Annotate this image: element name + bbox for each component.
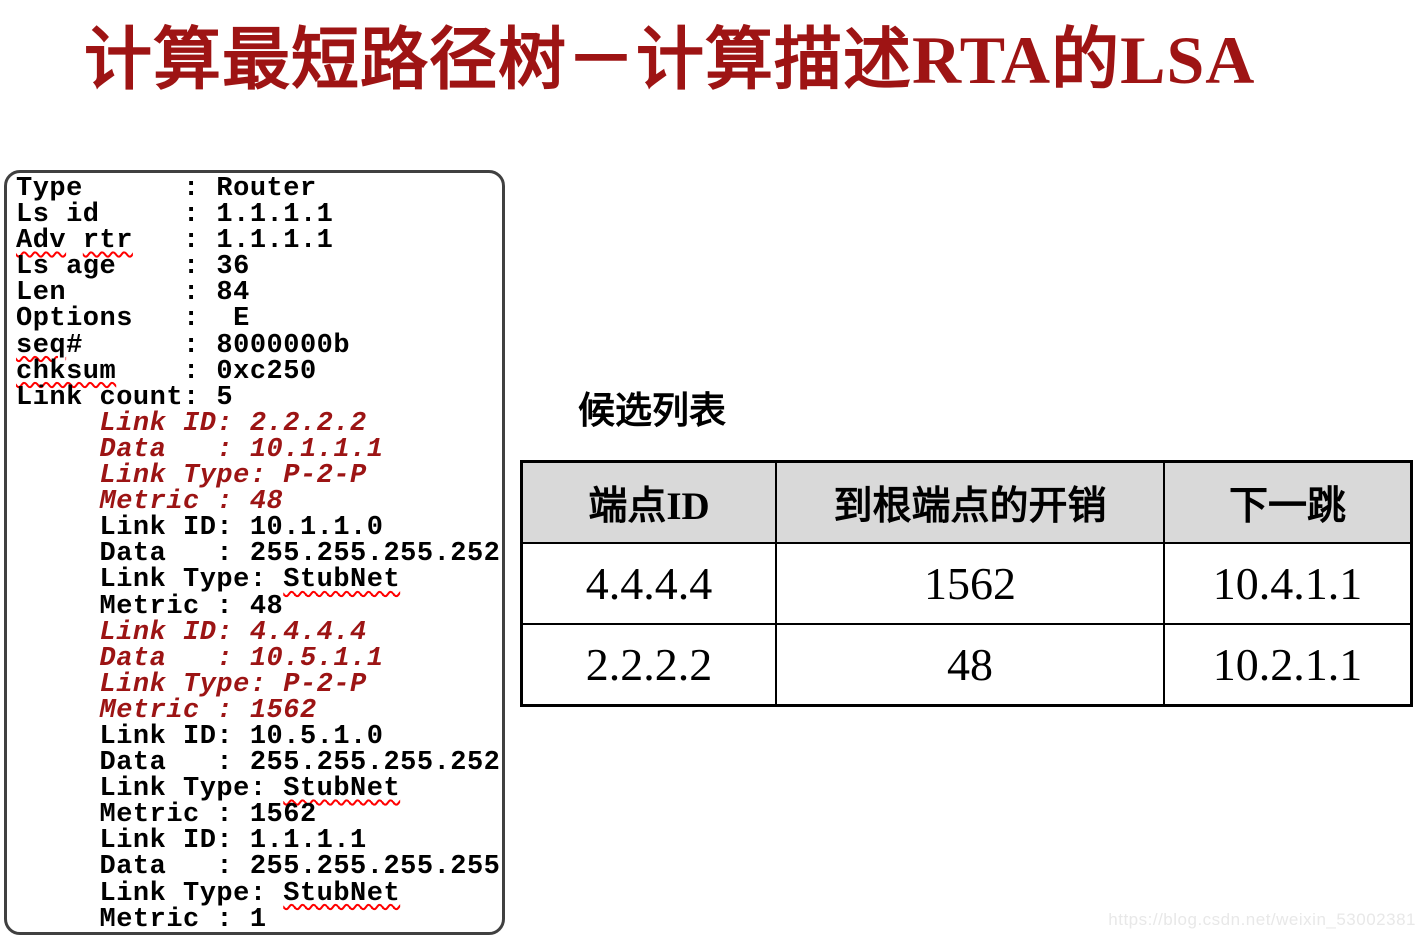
lsa-line-segment: Data : 255.255.255.252: [16, 748, 501, 779]
lsa-line: Adv rtr : 1.1.1.1: [16, 226, 502, 257]
lsa-line: Metric : 1: [16, 904, 502, 935]
header-row: 端点ID 到根端点的开销 下一跳: [520, 460, 1413, 544]
table-cell: 1562: [775, 542, 1165, 625]
lsa-output-panel: Type : Router Ls id : 1.1.1.1 Adv rtr : 1.…: [4, 170, 505, 935]
lsa-line: Ls id : 1.1.1.1: [16, 200, 502, 231]
lsa-line-segment: # : 8000000b: [66, 330, 351, 361]
lsa-line-segment: Link Type: P-2-P: [16, 461, 367, 492]
lsa-line-segment: Metric : 1562: [16, 695, 317, 726]
lsa-line-segment: Ls age : 36: [16, 252, 250, 283]
lsa-line: Metric : 1562: [16, 800, 502, 831]
lsa-line: Type : Router: [16, 174, 502, 204]
lsa-line-segment: Data : 255.255.255.255: [16, 852, 501, 883]
lsa-line-segment: Data : 10.1.1.1: [16, 434, 384, 465]
lsa-line-segment: Data : 255.255.255.252: [16, 539, 501, 570]
misspelling-squiggle-text: StubNet: [283, 774, 401, 805]
lsa-line-segment: Link ID: 10.5.1.0: [16, 721, 384, 752]
lsa-line: Metric : 48: [16, 591, 502, 622]
lsa-line: Ls age : 36: [16, 252, 502, 283]
candidate-table-head: 端点ID 到根端点的开销 下一跳: [520, 460, 1413, 544]
misspelling-squiggle-text: StubNet: [283, 565, 401, 596]
misspelling-squiggle-text: rtr: [82, 226, 133, 257]
page-title: 计算最短路径树－计算描述RTA的LSA: [84, 22, 1256, 98]
lsa-line: Link ID: 10.5.1.0: [16, 721, 502, 752]
lsa-line-segment: Len : 84: [16, 278, 250, 309]
table-cell: 48: [775, 623, 1165, 707]
table-cell: 2.2.2.2: [520, 623, 777, 707]
lsa-line-segment: Link count: 5: [16, 382, 234, 413]
lsa-line: chksum : 0xc250: [16, 356, 502, 387]
lsa-line-segment: Link ID: 10.1.1.0: [16, 513, 384, 544]
lsa-line: Len : 84: [16, 278, 502, 309]
lsa-line: Link Type: P-2-P: [16, 461, 502, 492]
lsa-line-segment: : 1.1.1.1: [132, 226, 334, 257]
misspelling-squiggle-text: Adv: [16, 226, 67, 257]
lsa-line: Link ID: 1.1.1.1: [16, 826, 502, 857]
lsa-line: Link Type: StubNet: [16, 774, 502, 805]
lsa-line-segment: Data : 10.5.1.1: [16, 643, 384, 674]
lsa-line: Data : 255.255.255.255: [16, 852, 502, 883]
lsa-line-segment: Metric : 1: [16, 904, 267, 935]
lsa-line: Link ID: 2.2.2.2: [16, 408, 502, 439]
candidate-list-label: 候选列表: [578, 390, 726, 431]
column-header: 端点ID: [520, 460, 777, 544]
lsa-line: Metric : 48: [16, 487, 502, 518]
lsa-line: Data : 255.255.255.252: [16, 539, 502, 570]
lsa-line: Link ID: 10.1.1.0: [16, 513, 502, 544]
table-row: 2.2.2.2 48 10.2.1.1: [520, 623, 1413, 707]
column-header: 下一跳: [1163, 460, 1413, 544]
table-cell: 10.4.1.1: [1163, 542, 1413, 625]
lsa-line: Data : 10.1.1.1: [16, 434, 502, 465]
candidate-table-body: 4.4.4.4 1562 10.4.1.1 2.2.2.2 48 10.2.1.1: [520, 542, 1413, 707]
candidate-table: 端点ID 到根端点的开销 下一跳 4.4.4.4 1562 10.4.1.1 2.2.2.…: [520, 460, 1413, 707]
lsa-line-segment: Link ID: 2.2.2.2: [16, 408, 367, 439]
lsa-line-segment: Metric : 48: [16, 487, 284, 518]
misspelling-squiggle-text: chksum: [16, 356, 117, 387]
lsa-line-segment: Link Type: P-2-P: [16, 669, 367, 700]
lsa-line-segment: Metric : 1562: [16, 800, 317, 831]
lsa-line-segment: Options : E: [16, 304, 250, 335]
table-cell: 10.2.1.1: [1163, 623, 1413, 707]
lsa-line-segment: Ls id : 1.1.1.1: [16, 200, 334, 231]
lsa-line: seq# : 8000000b: [16, 330, 502, 361]
table-cell: 4.4.4.4: [520, 542, 777, 625]
watermark: https://blog.csdn.net/weixin_53002381: [1108, 910, 1416, 929]
lsa-line: Metric : 1562: [16, 695, 502, 726]
lsa-lines-container: Type : Router Ls id : 1.1.1.1 Adv rtr : 1.…: [16, 176, 502, 933]
column-header: 到根端点的开销: [775, 460, 1165, 544]
lsa-line: Link Type: StubNet: [16, 878, 502, 909]
lsa-line-segment: Link Type:: [16, 878, 284, 909]
lsa-line: Link ID: 4.4.4.4: [16, 617, 502, 648]
lsa-line: Link Type: StubNet: [16, 565, 502, 596]
lsa-line: Link Type: P-2-P: [16, 669, 502, 700]
lsa-line-segment: Link ID: 1.1.1.1: [16, 826, 367, 857]
misspelling-squiggle-text: seq: [16, 330, 67, 361]
misspelling-squiggle-text: StubNet: [283, 878, 401, 909]
lsa-line: Data : 10.5.1.1: [16, 643, 502, 674]
lsa-line-segment: : 0xc250: [116, 356, 317, 387]
lsa-line-segment: Link Type:: [16, 565, 284, 596]
lsa-line-segment: Type : Router: [16, 174, 317, 204]
lsa-line: Options : E: [16, 304, 502, 335]
lsa-line-segment: Metric : 48: [16, 591, 284, 622]
lsa-line-segment: Link ID: 4.4.4.4: [16, 617, 367, 648]
table-row: 4.4.4.4 1562 10.4.1.1: [520, 542, 1413, 625]
lsa-line: Data : 255.255.255.252: [16, 748, 502, 779]
lsa-line: Link count: 5: [16, 382, 502, 413]
lsa-line-segment: Link Type:: [16, 774, 284, 805]
